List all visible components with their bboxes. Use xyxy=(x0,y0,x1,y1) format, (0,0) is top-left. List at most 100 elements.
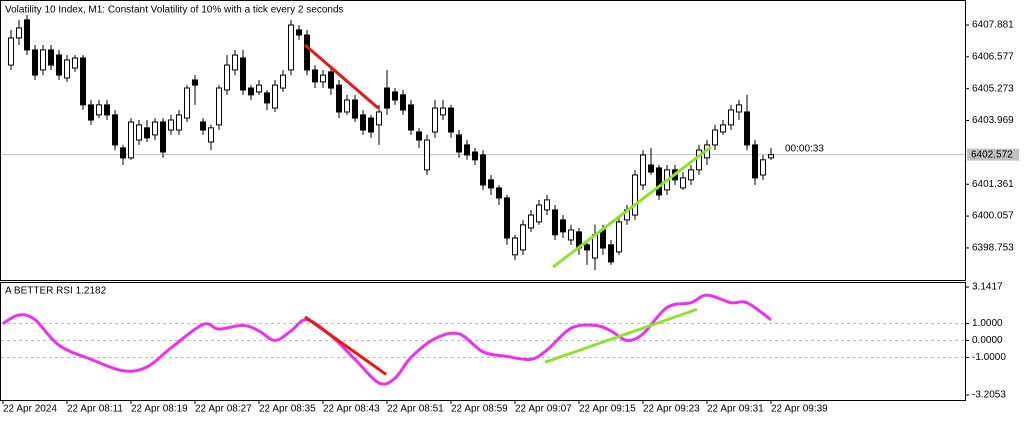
candle-body xyxy=(312,69,318,83)
candle-body xyxy=(472,151,478,161)
y-tick-label: 6407.881 xyxy=(972,20,1014,31)
price-label: 6402.572 xyxy=(971,149,1013,160)
candle-body xyxy=(104,104,110,116)
candle-body xyxy=(488,179,494,189)
candle-body xyxy=(768,154,774,159)
candle-body xyxy=(88,104,94,121)
candle-body xyxy=(632,174,638,216)
candle-body xyxy=(544,199,550,211)
y-tick-label: 6398.753 xyxy=(972,243,1014,254)
indicator-pane xyxy=(0,282,966,401)
x-tick-label: 22 Apr 09:31 xyxy=(707,404,764,415)
candle-body xyxy=(584,244,590,251)
candle-body xyxy=(48,49,54,66)
candle-body xyxy=(184,87,190,119)
candle-body xyxy=(296,29,302,36)
candle-body xyxy=(8,37,14,66)
main-pane xyxy=(0,0,966,281)
candle-body xyxy=(376,111,382,126)
candle-body xyxy=(416,131,422,141)
y-tick-label: 6403.969 xyxy=(972,115,1014,126)
x-tick-label: 22 Apr 2024 xyxy=(3,404,57,415)
y-tick-label: 6405.273 xyxy=(972,83,1014,94)
y-tick-label: 0.0000 xyxy=(972,335,1003,346)
candle-body xyxy=(272,84,278,109)
trendline xyxy=(544,307,698,364)
candle-body xyxy=(728,109,734,126)
candle-body xyxy=(320,74,326,83)
price-label-box xyxy=(967,148,1019,161)
x-tick-label: 22 Apr 08:51 xyxy=(387,404,444,415)
candle-body xyxy=(640,154,646,186)
candle-body xyxy=(520,224,526,251)
candle-body xyxy=(560,219,566,233)
candle-body xyxy=(360,114,366,131)
x-tick-label: 22 Apr 08:43 xyxy=(323,404,380,415)
candle-body xyxy=(456,134,462,153)
candle-body xyxy=(256,84,262,93)
candle-body xyxy=(264,92,270,104)
candle-body xyxy=(736,104,742,113)
candle-body xyxy=(344,99,350,113)
candle-body xyxy=(288,24,294,71)
candle-body xyxy=(248,87,254,96)
x-tick-label: 22 Apr 09:39 xyxy=(771,404,828,415)
candle-body xyxy=(168,119,174,131)
trendline xyxy=(304,43,380,110)
y-tick-label: 3.1417 xyxy=(972,282,1003,293)
candle-body xyxy=(440,107,446,116)
trendline xyxy=(304,315,388,376)
candle-body xyxy=(16,27,22,39)
candle-body xyxy=(240,57,246,91)
candle-body xyxy=(680,177,686,189)
candle-body xyxy=(304,34,310,71)
y-tick-label: 6400.057 xyxy=(972,211,1014,222)
candle-body xyxy=(160,121,166,153)
candle-body xyxy=(336,84,342,113)
candle-body xyxy=(232,54,238,71)
indicator-title: A BETTER RSI 1.2182 xyxy=(5,286,107,297)
candle-body xyxy=(64,59,70,79)
candle-body xyxy=(744,111,750,146)
candle-body xyxy=(616,221,622,253)
candle-body xyxy=(200,121,206,131)
candle-body xyxy=(432,107,438,133)
chart-title: Volatility 10 Index, M1: Constant Volati… xyxy=(5,5,344,16)
y-tick-label: -1.0000 xyxy=(972,352,1006,363)
candle-body xyxy=(216,87,222,126)
candle-body xyxy=(608,244,614,263)
candle-body xyxy=(384,87,390,109)
y-tick-label: -3.2053 xyxy=(972,390,1006,401)
candle-body xyxy=(24,19,30,51)
candle-body xyxy=(408,104,414,131)
candle-body xyxy=(40,49,46,71)
candle-body xyxy=(688,169,694,181)
candle-body xyxy=(32,49,38,76)
x-tick-label: 22 Apr 08:35 xyxy=(259,404,316,415)
candle-body xyxy=(496,187,502,199)
candle-body xyxy=(352,99,358,119)
candle-body xyxy=(528,214,534,229)
candle-body xyxy=(56,54,62,76)
candle-body xyxy=(720,124,726,133)
candle-body xyxy=(120,147,126,159)
candle-body xyxy=(224,64,230,91)
candle-body xyxy=(328,71,334,89)
candle-body xyxy=(112,114,118,146)
candle-body xyxy=(752,144,758,179)
y-tick-label: 1.0000 xyxy=(972,318,1003,329)
countdown: 00:00:33 xyxy=(785,144,824,155)
candle-body xyxy=(552,209,558,236)
candle-body xyxy=(208,127,214,143)
y-tick-label: 6406.577 xyxy=(972,51,1014,62)
x-tick-label: 22 Apr 08:19 xyxy=(131,404,188,415)
x-tick-label: 22 Apr 08:59 xyxy=(451,404,508,415)
candle-body xyxy=(480,154,486,186)
candle-body xyxy=(72,57,78,69)
indicator-line xyxy=(2,293,772,386)
candle-body xyxy=(400,94,406,111)
y-tick-label: 6401.361 xyxy=(972,179,1014,190)
